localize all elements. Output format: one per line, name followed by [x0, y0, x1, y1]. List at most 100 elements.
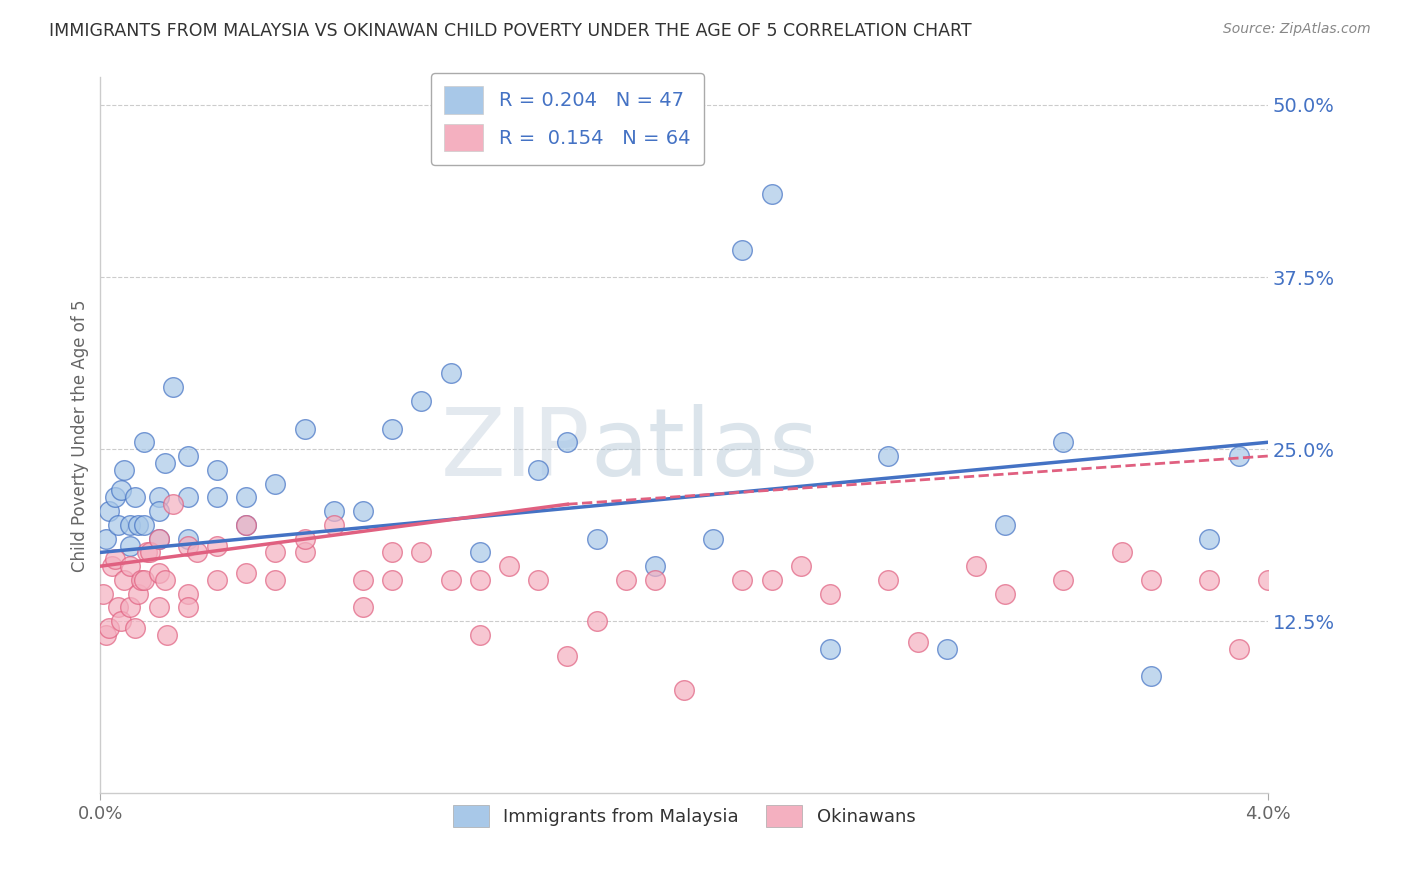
Point — [156, 628, 179, 642]
Point — [527, 573, 550, 587]
Point — [148, 532, 170, 546]
Point — [118, 517, 141, 532]
Point — [177, 587, 200, 601]
Point — [818, 587, 841, 601]
Point — [1198, 532, 1220, 546]
Point — [98, 621, 121, 635]
Point — [790, 559, 813, 574]
Point — [614, 573, 637, 587]
Point — [644, 559, 666, 574]
Point — [107, 600, 129, 615]
Point — [162, 497, 184, 511]
Point — [1198, 573, 1220, 587]
Point — [177, 532, 200, 546]
Y-axis label: Child Poverty Under the Age of 5: Child Poverty Under the Age of 5 — [72, 299, 89, 572]
Point — [177, 539, 200, 553]
Point — [264, 573, 287, 587]
Point — [118, 600, 141, 615]
Point — [96, 532, 118, 546]
Point — [124, 621, 146, 635]
Point — [98, 504, 121, 518]
Point — [1052, 435, 1074, 450]
Point — [118, 559, 141, 574]
Point — [468, 545, 491, 559]
Point — [148, 491, 170, 505]
Point — [702, 532, 724, 546]
Point — [235, 491, 257, 505]
Point — [352, 600, 374, 615]
Point — [673, 683, 696, 698]
Point — [129, 573, 152, 587]
Point — [322, 517, 344, 532]
Point — [148, 566, 170, 580]
Point — [264, 476, 287, 491]
Point — [134, 517, 156, 532]
Point — [994, 587, 1017, 601]
Point — [235, 517, 257, 532]
Point — [1140, 669, 1163, 683]
Point — [112, 463, 135, 477]
Point — [935, 641, 957, 656]
Point — [294, 532, 316, 546]
Point — [91, 587, 114, 601]
Point — [112, 573, 135, 587]
Point — [731, 243, 754, 257]
Text: Source: ZipAtlas.com: Source: ZipAtlas.com — [1223, 22, 1371, 37]
Point — [322, 504, 344, 518]
Point — [818, 641, 841, 656]
Point — [731, 573, 754, 587]
Point — [148, 532, 170, 546]
Point — [381, 573, 404, 587]
Point — [1227, 449, 1250, 463]
Point — [205, 573, 228, 587]
Point — [468, 573, 491, 587]
Point — [118, 539, 141, 553]
Point — [877, 573, 900, 587]
Point — [1111, 545, 1133, 559]
Point — [411, 545, 433, 559]
Text: atlas: atlas — [591, 404, 818, 496]
Point — [177, 600, 200, 615]
Point — [294, 421, 316, 435]
Point — [205, 491, 228, 505]
Point — [468, 628, 491, 642]
Point — [381, 421, 404, 435]
Point — [134, 435, 156, 450]
Point — [186, 545, 208, 559]
Point — [294, 545, 316, 559]
Point — [177, 449, 200, 463]
Point — [127, 587, 149, 601]
Point — [352, 573, 374, 587]
Point — [110, 614, 132, 628]
Point — [162, 380, 184, 394]
Point — [235, 566, 257, 580]
Point — [104, 491, 127, 505]
Point — [104, 552, 127, 566]
Point — [585, 614, 607, 628]
Point — [1140, 573, 1163, 587]
Point — [205, 463, 228, 477]
Point — [110, 483, 132, 498]
Point — [439, 573, 461, 587]
Point — [148, 600, 170, 615]
Point — [127, 517, 149, 532]
Point — [177, 491, 200, 505]
Point — [644, 573, 666, 587]
Point — [96, 628, 118, 642]
Point — [965, 559, 987, 574]
Point — [555, 648, 578, 663]
Point — [877, 449, 900, 463]
Point — [352, 504, 374, 518]
Point — [205, 539, 228, 553]
Point — [153, 573, 176, 587]
Point — [124, 491, 146, 505]
Point — [381, 545, 404, 559]
Point — [527, 463, 550, 477]
Point — [264, 545, 287, 559]
Point — [498, 559, 520, 574]
Point — [1257, 573, 1279, 587]
Point — [148, 504, 170, 518]
Point — [139, 545, 162, 559]
Point — [1052, 573, 1074, 587]
Point — [761, 573, 783, 587]
